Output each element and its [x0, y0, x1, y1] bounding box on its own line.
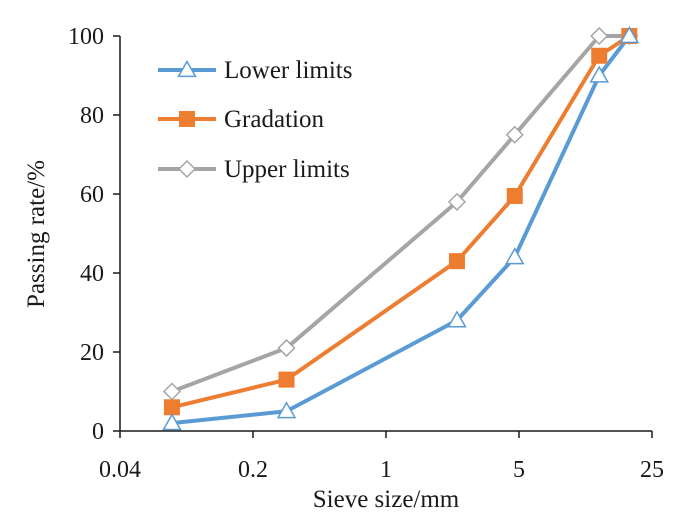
data-point-upper-limits: [590, 26, 609, 46]
legend-marker-lower-limits: [177, 59, 197, 78]
data-point-lower-limits: [589, 65, 610, 83]
data-point-lower-limits: [276, 401, 297, 419]
data-point-lower-limits: [619, 25, 640, 44]
legend-marker-upper-limits: [177, 159, 197, 179]
data-point-lower-limits: [447, 310, 467, 328]
y-tick-label: 20: [80, 340, 104, 366]
legend-label-gradation: Gradation: [224, 106, 324, 133]
y-tick-label: 80: [80, 103, 104, 129]
legend-label-lower-limits: Lower limits: [224, 57, 352, 84]
y-tick-label: 100: [68, 24, 104, 50]
legend-marker-gradation: [179, 111, 195, 127]
data-point-gradation: [278, 371, 295, 388]
data-point-upper-limits: [447, 192, 467, 211]
y-tick-label: 60: [80, 182, 104, 208]
x-tick-label: 0.04: [99, 457, 141, 483]
y-tick-label: 40: [80, 261, 104, 287]
x-axis-title: Sieve size/mm: [313, 486, 460, 513]
plot-area: [162, 25, 640, 431]
series-line-lower-limits: [171, 34, 631, 426]
legend: Lower limits Gradation Upper limits: [158, 57, 352, 183]
data-point-gradation: [163, 399, 180, 416]
x-tick-label: 1: [380, 457, 392, 483]
ticks: 0 20 40 60 80 100 0.04 0.2 1 5 25: [68, 24, 664, 483]
data-point-upper-limits: [505, 125, 524, 144]
x-tick-label: 5: [513, 457, 525, 483]
axes: [119, 36, 652, 432]
x-tick-label: 0.2: [238, 457, 268, 483]
data-point-gradation: [591, 47, 608, 64]
data-point-lower-limits: [162, 413, 182, 431]
data-point-upper-limits: [277, 338, 296, 358]
data-point-upper-limits: [162, 382, 182, 401]
y-tick-label: 0: [92, 419, 104, 445]
data-point-gradation: [506, 187, 523, 204]
data-point-lower-limits: [504, 247, 525, 265]
y-axis-title: Passing rate/%: [23, 160, 50, 308]
x-tick-label: 25: [640, 457, 664, 483]
legend-label-upper-limits: Upper limits: [224, 156, 350, 183]
series-line-upper-limits: [171, 34, 630, 394]
data-point-gradation: [448, 253, 465, 270]
